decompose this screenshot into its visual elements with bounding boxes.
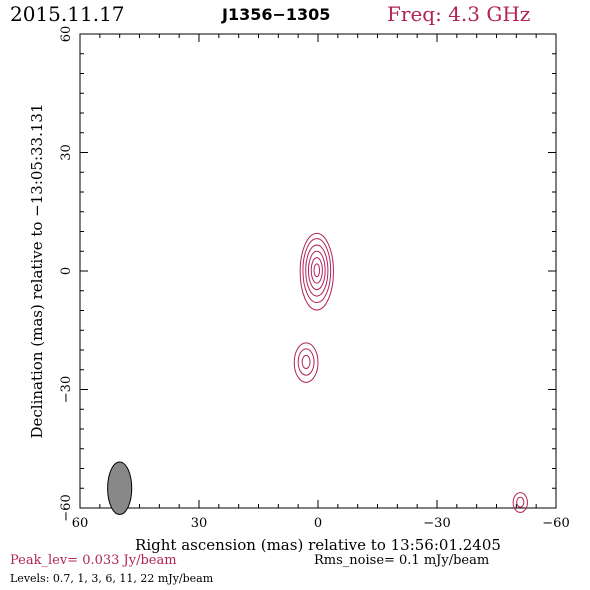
contour-line — [299, 232, 334, 311]
source-name: J1356−1305 — [222, 5, 331, 24]
plot-frame — [79, 33, 557, 509]
observation-date: 2015.11.17 — [10, 2, 125, 26]
rms-noise: Rms_noise= 0.1 mJy/beam — [314, 553, 490, 568]
x-tick-label: 0 — [314, 516, 322, 531]
contour-line — [512, 492, 528, 513]
contour-line — [307, 250, 326, 291]
y-tick-label: −60 — [59, 494, 74, 521]
x-tick-label: 30 — [191, 516, 208, 531]
x-tick-label: 60 — [72, 516, 89, 531]
peak-level: Peak_lev= 0.033 Jy/beam — [10, 553, 177, 568]
x-tick-label: −60 — [542, 516, 569, 531]
beam-ellipse — [107, 461, 133, 516]
contour-line — [301, 354, 311, 370]
contour-line — [310, 257, 323, 284]
contour-levels: Levels: 0.7, 1, 3, 6, 11, 22 mJy/beam — [10, 572, 214, 585]
contour-line — [313, 263, 321, 278]
frequency-label: Freq: 4.3 GHz — [387, 2, 531, 26]
beam-group — [107, 461, 133, 516]
tick-labels: 60 30 0 −30 −60 −60 −30 0 30 60 — [59, 26, 570, 531]
axis-ticks — [79, 33, 557, 509]
contour-group — [293, 232, 528, 513]
x-axis-label: Right ascension (mas) relative to 13:56:… — [135, 536, 501, 554]
contour-line — [297, 348, 315, 376]
y-tick-label: −30 — [59, 376, 74, 403]
contour-line — [516, 496, 525, 508]
y-tick-label: 0 — [59, 267, 74, 275]
contour-line — [293, 342, 319, 383]
y-tick-label: 30 — [59, 144, 74, 161]
y-axis-label: Declination (mas) relative to −13:05:33.… — [28, 103, 46, 438]
x-tick-label: −30 — [423, 516, 450, 531]
contour-line — [302, 238, 332, 304]
y-tick-label: 60 — [59, 26, 74, 43]
contour-line — [305, 244, 329, 297]
